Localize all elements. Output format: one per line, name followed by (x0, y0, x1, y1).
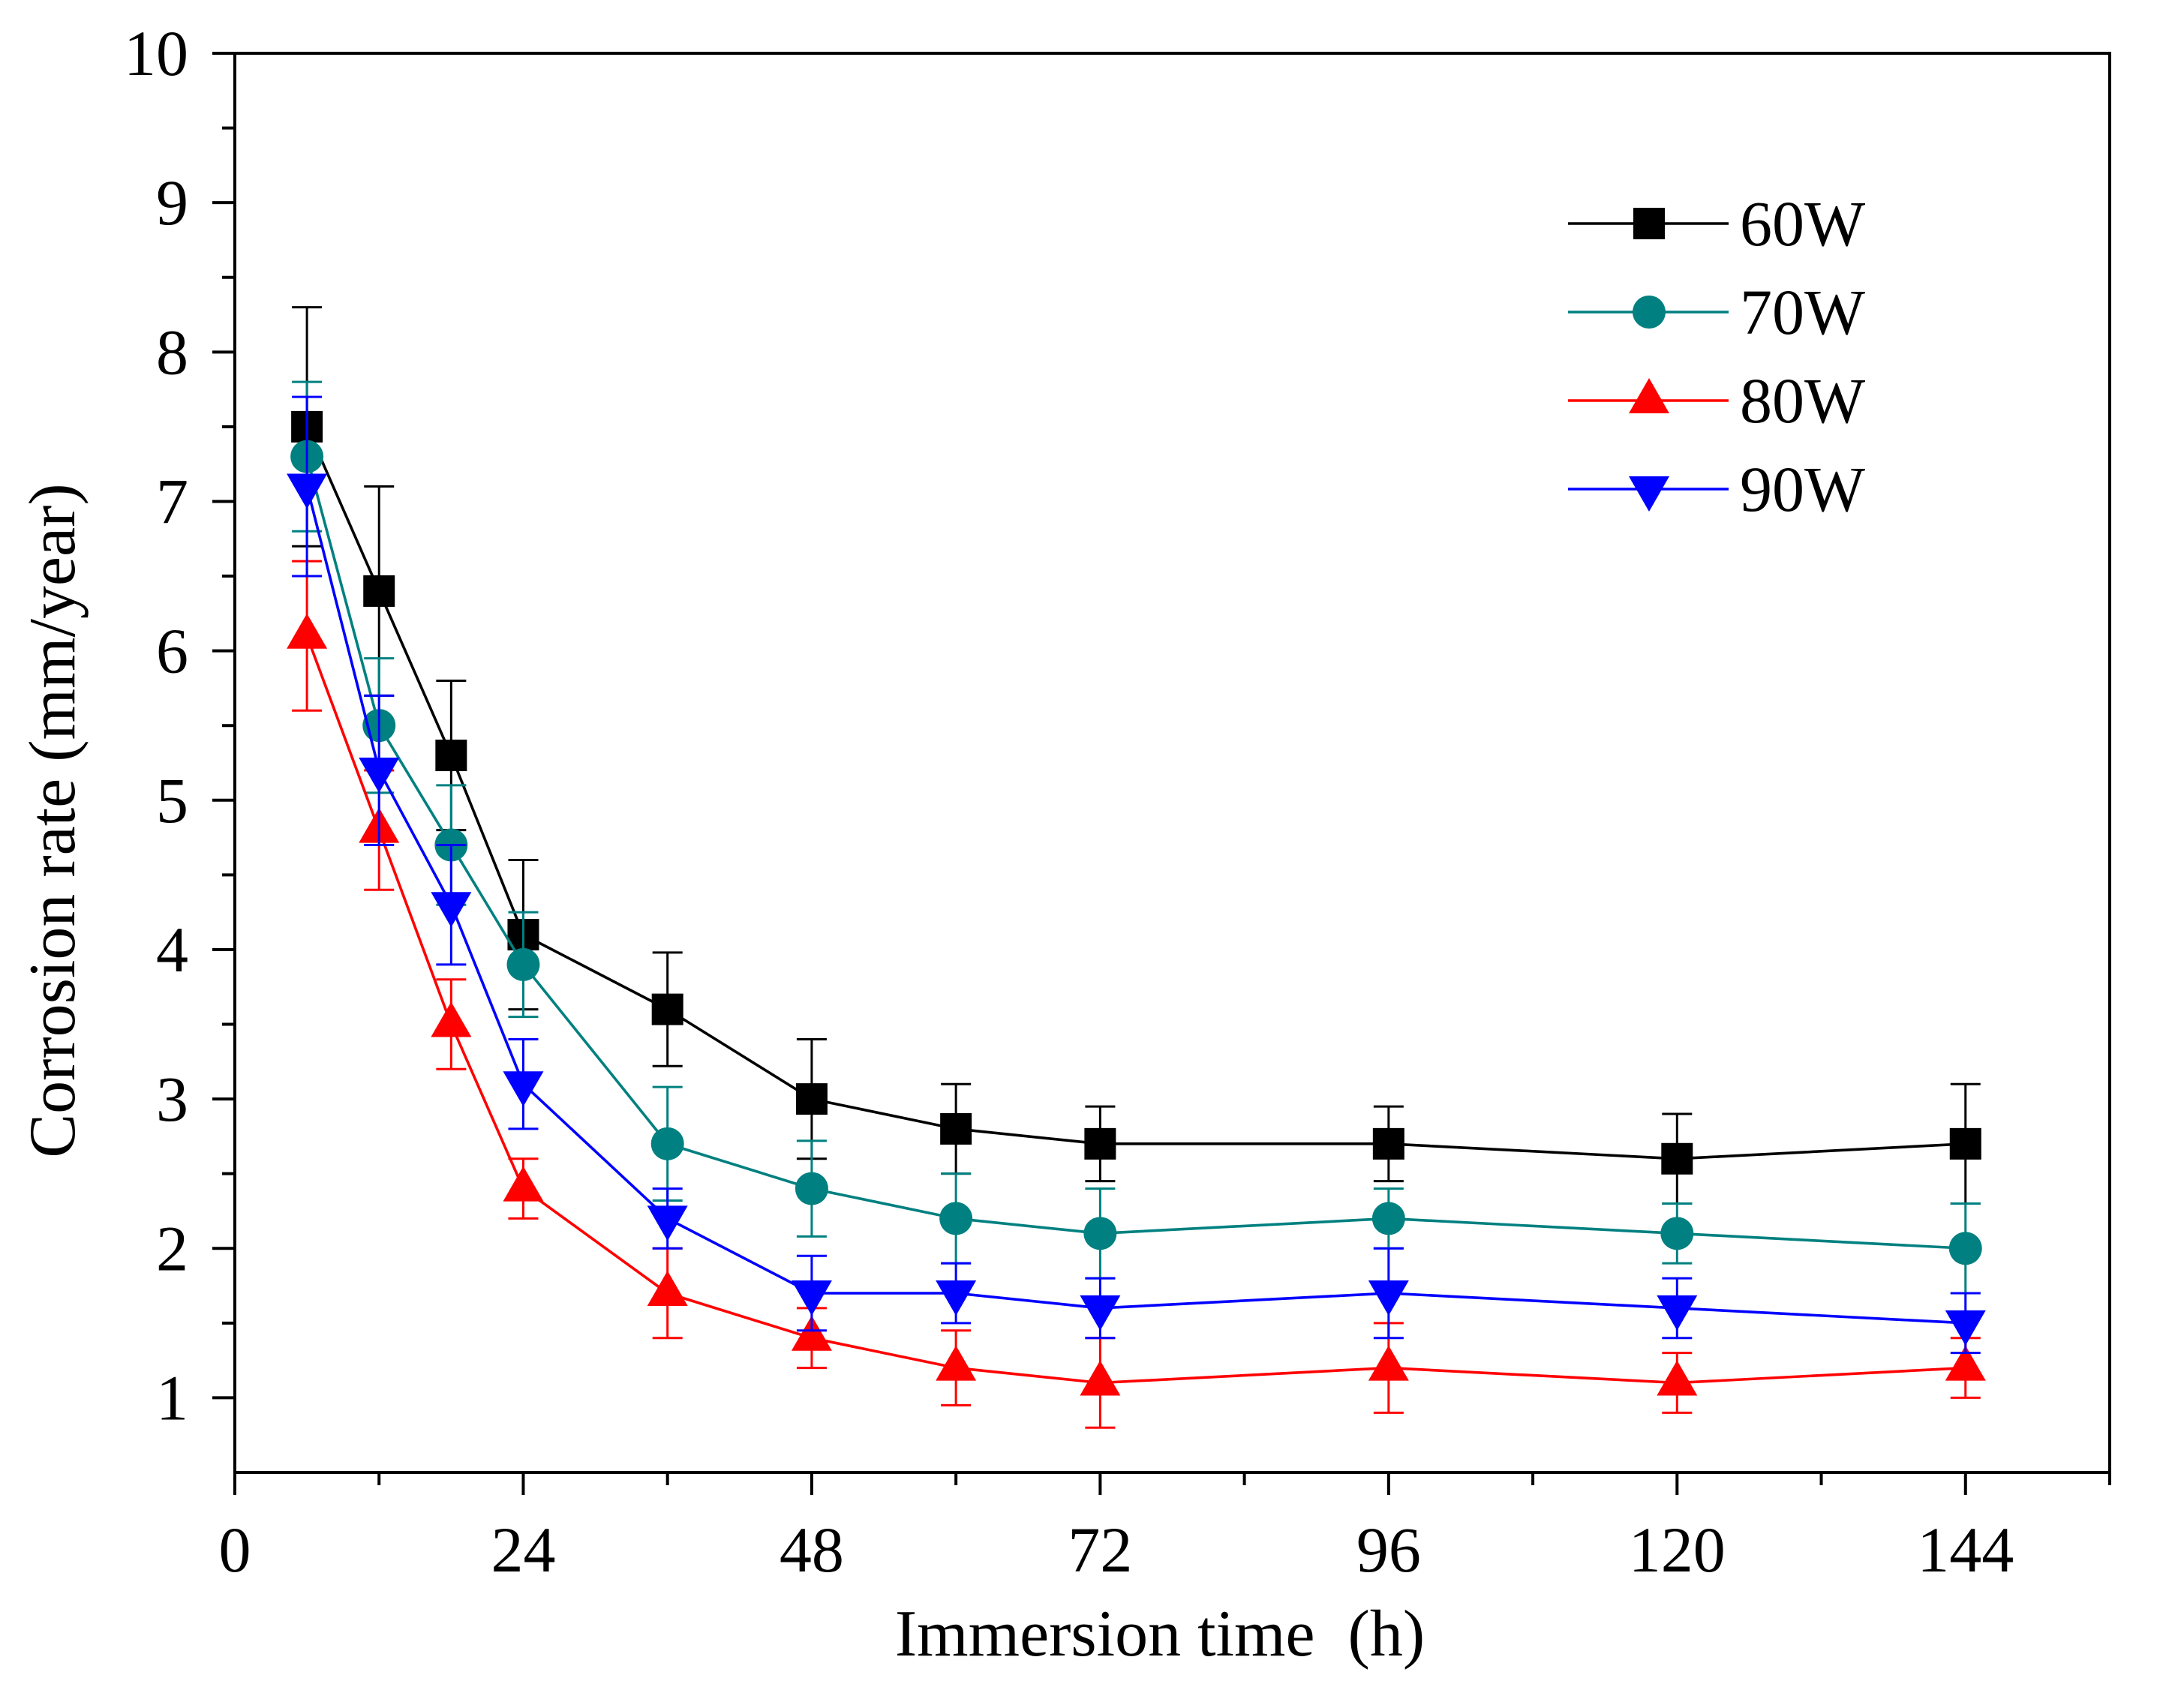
data-point-90w (431, 892, 472, 928)
data-point-70w (1371, 1202, 1405, 1235)
data-point-60w (363, 575, 395, 607)
legend-label-60w: 60W (1740, 188, 1865, 260)
data-point-80w (791, 1315, 832, 1351)
y-tick-label: 7 (156, 465, 188, 537)
series-line-80w (305, 635, 1966, 1385)
data-point-60w (1372, 1127, 1404, 1160)
y-axis: 1 2 3 4 5 6 7 8 9 10 (124, 17, 235, 1433)
x-axis: 0 24 48 72 96 120 144 (219, 1472, 2111, 1586)
data-point-80w (936, 1345, 977, 1381)
data-point-80w (1945, 1345, 1986, 1381)
data-point-90w (1368, 1280, 1409, 1316)
data-point-70w (506, 947, 540, 981)
legend-marker-90w (1629, 476, 1669, 512)
data-point-60w (651, 993, 683, 1025)
series-line-90w (305, 486, 1966, 1325)
legend-entry-80w: 80W (1568, 365, 1865, 437)
data-point-90w (791, 1280, 832, 1316)
legend-marker-70w (1633, 296, 1666, 329)
y-tick-label: 9 (156, 167, 188, 239)
legend-label-90w: 90W (1740, 453, 1865, 525)
data-point-70w (939, 1202, 973, 1235)
data-point-90w (936, 1280, 977, 1316)
series-90w (287, 395, 1986, 1355)
data-point-70w (795, 1172, 828, 1205)
data-point-90w (1945, 1310, 1986, 1346)
plot-area-frame (233, 52, 2111, 1474)
y-axis-label: Corrosion rate (mm/year) (17, 483, 89, 1157)
data-point-70w (650, 1127, 684, 1160)
data-point-70w (1948, 1232, 1982, 1265)
data-point-80w (431, 1001, 472, 1037)
data-point-90w (1657, 1295, 1698, 1331)
data-point-80w (1080, 1360, 1121, 1396)
y-tick-label: 3 (156, 1063, 188, 1135)
x-tick-label: 48 (780, 1514, 844, 1586)
x-tick-label: 0 (219, 1514, 251, 1586)
data-point-60w (1949, 1127, 1981, 1160)
legend-entry-70w: 70W (1568, 276, 1865, 348)
legend-entry-60w: 60W (1568, 188, 1865, 260)
series-70w (290, 380, 1982, 1295)
y-tick-label: 6 (156, 615, 188, 687)
legend-label-70w: 70W (1740, 276, 1865, 348)
data-point-60w (1661, 1142, 1693, 1175)
legend: 60W 70W 80W 90W (1568, 188, 1865, 525)
series-80w (287, 560, 1986, 1429)
data-point-60w (795, 1083, 828, 1115)
data-point-70w (1660, 1217, 1694, 1250)
x-axis-label: Immersion time (h) (895, 1598, 1425, 1670)
data-point-80w (1368, 1345, 1409, 1381)
legend-marker-80w (1629, 378, 1669, 413)
x-tick-label: 96 (1356, 1514, 1421, 1586)
data-point-80w (287, 613, 328, 649)
y-tick-label: 5 (156, 764, 188, 836)
y-tick-label: 2 (156, 1212, 188, 1284)
series-line-70w (305, 456, 1966, 1250)
data-point-80w (647, 1271, 688, 1307)
legend-label-80w: 80W (1740, 365, 1865, 437)
data-point-60w (435, 740, 467, 772)
x-tick-label: 120 (1629, 1514, 1726, 1586)
data-point-80w (1657, 1360, 1698, 1396)
data-point-60w (940, 1112, 972, 1145)
x-tick-label: 72 (1068, 1514, 1132, 1586)
data-point-90w (287, 473, 328, 509)
data-point-60w (1084, 1127, 1116, 1160)
series-layer (287, 306, 1986, 1429)
y-tick-label: 8 (156, 316, 188, 388)
data-point-90w (647, 1205, 688, 1241)
x-tick-label: 144 (1917, 1514, 2014, 1586)
data-point-90w (503, 1071, 544, 1107)
legend-marker-60w (1633, 208, 1665, 239)
data-point-70w (1083, 1217, 1117, 1250)
y-tick-label: 4 (156, 914, 188, 986)
series-line-60w (305, 426, 1966, 1160)
data-point-90w (1080, 1295, 1121, 1331)
x-tick-label: 24 (491, 1514, 555, 1586)
y-tick-label: 1 (156, 1361, 188, 1433)
data-point-80w (503, 1166, 544, 1202)
series-60w (291, 306, 1981, 1205)
y-tick-label: 10 (124, 17, 188, 89)
legend-entry-90w: 90W (1568, 453, 1865, 525)
data-point-90w (359, 757, 400, 793)
